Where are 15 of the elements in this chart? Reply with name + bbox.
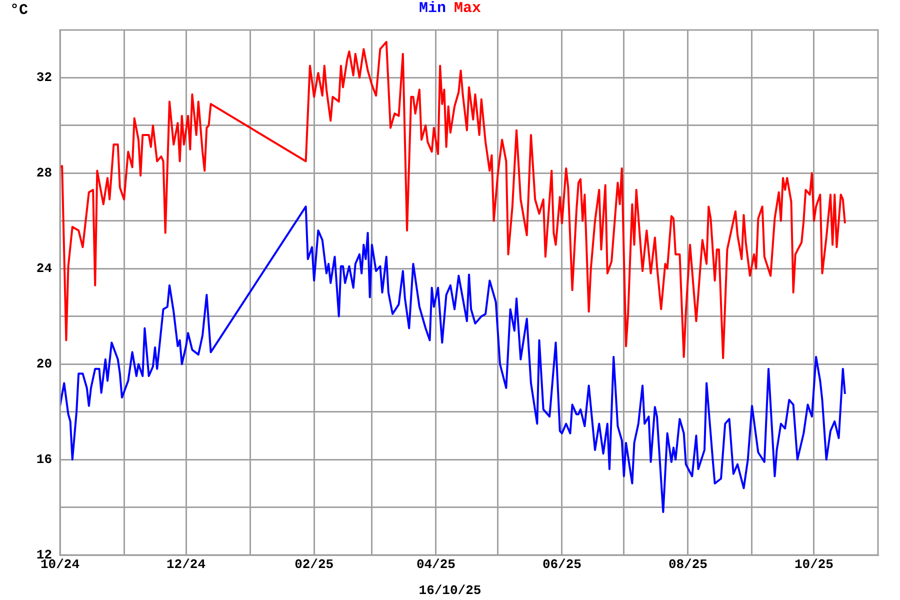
y-tick-label: 20 <box>36 356 52 372</box>
x-tick-label: 02/25 <box>294 557 334 572</box>
y-tick-label: 24 <box>36 260 52 276</box>
y-axis-title: °C <box>10 2 28 19</box>
x-tick-label: 12/24 <box>166 557 206 572</box>
text: Max <box>454 0 482 17</box>
y-tick-label: 28 <box>36 165 52 180</box>
x-tick-label: 08/25 <box>668 557 708 572</box>
y-tick-label: 32 <box>36 70 52 86</box>
text: 16/10/25 <box>418 583 482 598</box>
text: Min <box>418 0 446 17</box>
x-tick-label: 04/25 <box>416 557 456 572</box>
y-tick-label: 16 <box>36 452 52 467</box>
x-tick-label: 10/25 <box>794 557 834 572</box>
x-tick-label: 06/25 <box>542 557 582 572</box>
